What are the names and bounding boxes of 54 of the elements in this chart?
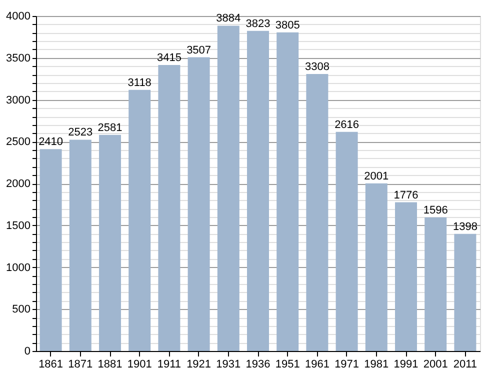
x-tick-label: 1921 bbox=[186, 358, 212, 370]
x-tick-label: 1871 bbox=[68, 358, 93, 370]
bar bbox=[424, 217, 447, 351]
x-tick-label: 2001 bbox=[423, 358, 448, 370]
x-tick-label: 1961 bbox=[304, 358, 330, 370]
data-label: 3823 bbox=[246, 18, 270, 30]
y-tick-label: 1500 bbox=[6, 220, 30, 232]
y-tick-label: 1000 bbox=[6, 262, 30, 274]
bar bbox=[158, 64, 180, 351]
data-label: 1596 bbox=[423, 204, 448, 216]
bar bbox=[217, 26, 240, 351]
data-label: 3308 bbox=[304, 60, 330, 73]
data-label: 2410 bbox=[38, 136, 64, 148]
bar bbox=[188, 57, 210, 351]
x-tick-label: 1861 bbox=[38, 358, 64, 370]
bar bbox=[395, 202, 417, 351]
data-label: 3118 bbox=[128, 76, 152, 89]
bar bbox=[276, 32, 299, 351]
x-tick-label: 1951 bbox=[275, 358, 300, 370]
y-tick-label: 2000 bbox=[6, 178, 30, 190]
x-tick-label: 1931 bbox=[216, 358, 241, 370]
data-label: 2001 bbox=[364, 170, 389, 182]
data-label: 3507 bbox=[186, 44, 212, 56]
data-label: 2523 bbox=[68, 126, 93, 139]
y-tick-label: 3000 bbox=[6, 94, 30, 106]
y-tick-label: 2500 bbox=[6, 136, 30, 148]
x-tick-label: 1971 bbox=[334, 358, 360, 370]
y-tick-label: 500 bbox=[12, 304, 30, 316]
y-tick-label: 4000 bbox=[6, 10, 30, 22]
data-label: 3415 bbox=[156, 52, 182, 64]
x-tick-label: 1911 bbox=[157, 358, 182, 370]
bar bbox=[247, 30, 269, 351]
y-tick-label: 0 bbox=[24, 346, 30, 358]
bar bbox=[454, 234, 476, 351]
data-label: 1398 bbox=[452, 220, 478, 233]
bar bbox=[40, 149, 62, 351]
bar bbox=[336, 132, 358, 351]
data-label: 1776 bbox=[394, 189, 418, 202]
x-tick-label: 2011 bbox=[453, 358, 478, 370]
x-tick-label: 1936 bbox=[246, 358, 270, 370]
x-tick-label: 1991 bbox=[394, 358, 418, 370]
x-tick-label: 1901 bbox=[127, 358, 152, 370]
bar bbox=[69, 140, 92, 351]
data-label: 2581 bbox=[98, 122, 122, 134]
bar bbox=[365, 183, 388, 351]
y-tick-label: 3500 bbox=[6, 52, 30, 64]
x-tick-label: 1981 bbox=[364, 358, 389, 370]
x-tick-label: 1881 bbox=[98, 358, 122, 370]
data-label: 3805 bbox=[275, 19, 300, 32]
data-label: 3884 bbox=[216, 12, 241, 25]
bar bbox=[306, 74, 328, 351]
bar bbox=[128, 90, 151, 351]
data-label: 2616 bbox=[334, 118, 360, 131]
bar bbox=[99, 134, 121, 351]
